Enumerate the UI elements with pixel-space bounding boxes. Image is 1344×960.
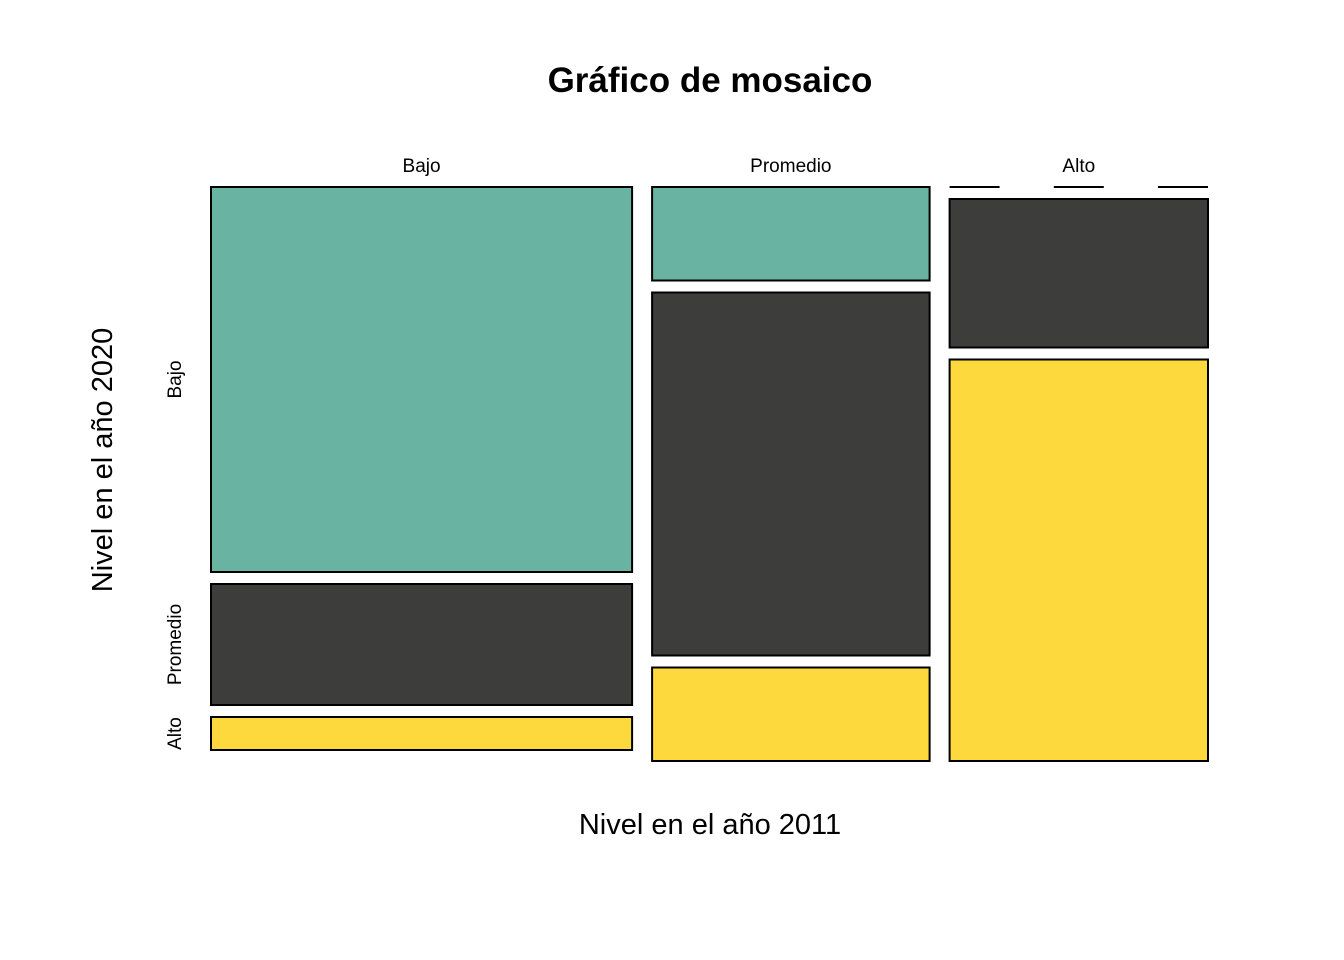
mosaic-tiles <box>210 186 1209 762</box>
tile-bajo-promedio <box>210 583 634 706</box>
y-tick-promedio: Promedio <box>165 604 186 685</box>
y-tick-alto: Alto <box>165 717 186 750</box>
tile-promedio-bajo <box>651 186 931 282</box>
tile-promedio-promedio <box>651 291 931 657</box>
x-tick-bajo: Bajo <box>403 156 441 177</box>
chart-title: Gráfico de mosaico <box>548 61 873 100</box>
tile-promedio-alto <box>651 666 931 762</box>
tile-alto-promedio <box>948 198 1209 349</box>
tile-bajo-alto <box>210 716 634 751</box>
x-tick-alto: Alto <box>1062 156 1095 177</box>
y-tick-labels: Bajo Promedio Alto <box>165 360 186 749</box>
x-tick-labels: Bajo Promedio Alto <box>403 156 1096 177</box>
y-tick-bajo: Bajo <box>165 360 186 398</box>
y-axis-label: Nivel en el año 2020 <box>87 328 119 592</box>
x-axis-label: Nivel en el año 2011 <box>579 809 841 841</box>
x-tick-promedio: Promedio <box>750 156 831 177</box>
tile-bajo-bajo <box>210 186 634 573</box>
tile-alto-alto <box>948 358 1209 762</box>
